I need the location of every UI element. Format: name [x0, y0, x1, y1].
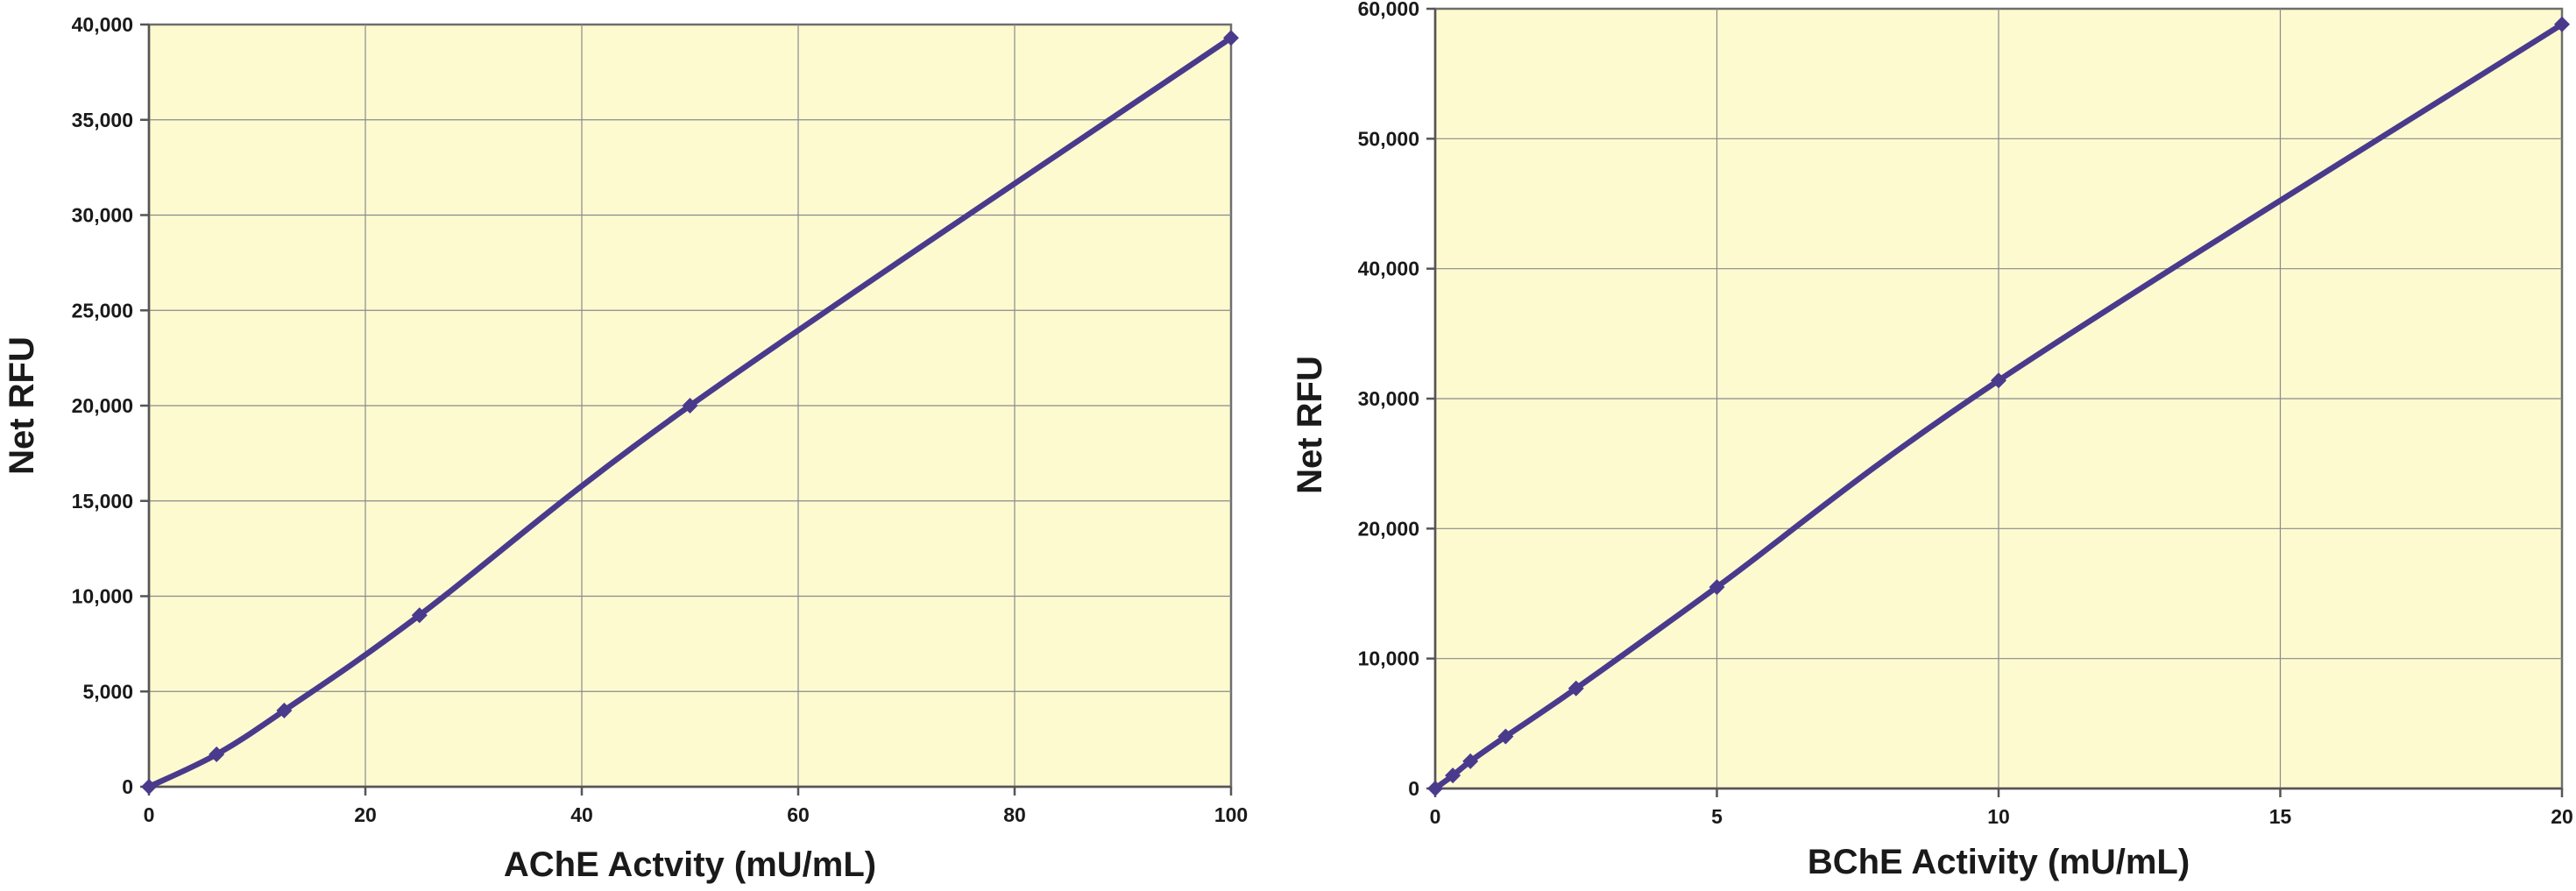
bche-chart: 0 10,000 20,000 30,000 40,000 50,000 60,000 0 5 1…: [1291, 0, 2573, 881]
x-tick-label: 40: [570, 803, 593, 826]
x-tick-label: 100: [1214, 803, 1248, 826]
data-point-marker: [1427, 781, 1443, 796]
y-tick-label: 0: [122, 775, 133, 798]
data-point-marker: [2554, 16, 2570, 32]
x-tick-label: 20: [2551, 805, 2573, 828]
y-tick-label: 50,000: [1358, 127, 1419, 150]
ache-chart: 0 5,000 10,000 15,000 20,000 25,000 30,000 35,0…: [3, 13, 1248, 884]
x-axis-title: BChE Activity (mU/mL): [1808, 843, 2190, 881]
y-tick-label: 0: [1408, 777, 1419, 800]
x-tick-label: 0: [1430, 805, 1441, 828]
y-tick-label: 25,000: [72, 299, 133, 322]
x-tick-label: 15: [2269, 805, 2292, 828]
y-tick-label: 5,000: [82, 680, 133, 703]
data-point-marker: [1462, 753, 1479, 769]
data-point-marker: [1568, 680, 1584, 697]
x-tick-label: 10: [1987, 805, 2010, 828]
data-point-marker: [1223, 30, 1239, 46]
data-point-marker: [276, 703, 293, 718]
y-tick-label: 30,000: [72, 204, 133, 227]
x-axis-title: AChE Actvity (mU/mL): [504, 845, 876, 884]
y-tick-label: 40,000: [1358, 258, 1419, 280]
y-tick-label: 10,000: [72, 585, 133, 608]
data-point-marker: [1991, 372, 2006, 389]
y-axis-title: Net RFU: [1291, 356, 1329, 494]
y-tick-label: 15,000: [72, 490, 133, 513]
data-point-marker: [209, 746, 225, 763]
data-point-marker: [1497, 728, 1514, 745]
data-point-marker: [1709, 579, 1725, 596]
series-line: [145, 34, 1235, 790]
data-point-marker: [411, 607, 428, 624]
x-tick-label: 80: [1003, 803, 1026, 826]
data-point-marker: [141, 779, 157, 795]
x-tick-label: 5: [1711, 805, 1723, 828]
y-tick-label: 35,000: [72, 109, 133, 131]
y-tick-label: 30,000: [1358, 387, 1419, 410]
y-tick-label: 40,000: [72, 13, 133, 36]
y-axis-title: Net RFU: [3, 336, 41, 475]
x-tick-label: 0: [144, 803, 155, 826]
y-tick-label: 60,000: [1358, 0, 1419, 20]
x-tick-label: 60: [787, 803, 810, 826]
y-tick-label: 20,000: [72, 394, 133, 417]
y-tick-label: 20,000: [1358, 517, 1419, 540]
y-tick-label: 10,000: [1358, 647, 1419, 670]
data-point-marker: [682, 398, 698, 414]
x-tick-label: 20: [354, 803, 377, 826]
data-point-marker: [1445, 767, 1461, 784]
